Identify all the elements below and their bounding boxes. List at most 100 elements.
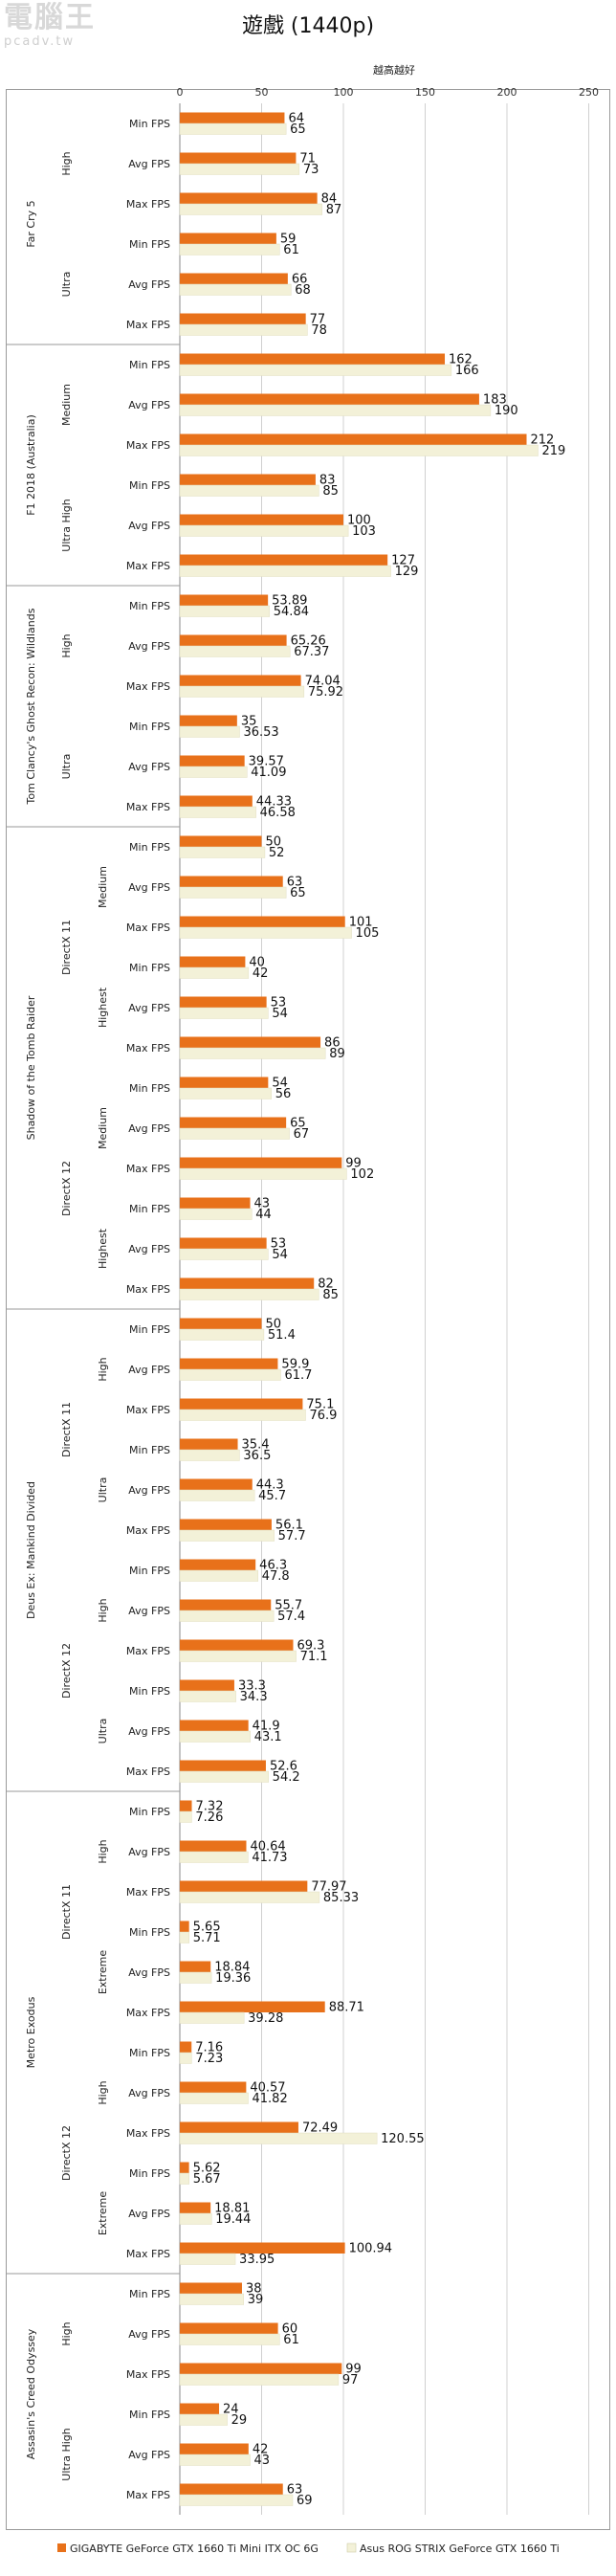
game-label: Far Cry 5 <box>25 200 37 247</box>
bar-asus <box>179 323 308 336</box>
data-label: 61 <box>283 243 299 257</box>
row-label: Max FPS <box>126 1283 170 1296</box>
bar-asus <box>179 283 292 296</box>
bar-gigabyte <box>180 1478 253 1490</box>
game-label: Shadow of the Tomb Raider <box>25 995 37 1140</box>
bar-asus <box>179 2172 189 2185</box>
data-label: 77.97 <box>311 1880 346 1895</box>
row-label: Min FPS <box>129 1685 170 1698</box>
bar-gigabyte <box>180 2403 220 2414</box>
bar-asus <box>179 1489 255 1501</box>
bar-asus <box>179 1208 253 1220</box>
bar-gigabyte <box>180 876 283 887</box>
row-label: Avg FPS <box>128 399 170 411</box>
data-label: 99 <box>345 2363 362 2377</box>
bar-gigabyte <box>180 1559 256 1570</box>
data-label: 7.16 <box>195 2041 223 2055</box>
row-label: Max FPS <box>126 680 170 693</box>
data-label: 129 <box>395 565 419 579</box>
bar-gigabyte <box>180 634 287 646</box>
row-label: Min FPS <box>129 1806 170 1818</box>
data-label: 101 <box>349 916 373 930</box>
data-label: 41.73 <box>252 1851 287 1865</box>
row-label: Min FPS <box>129 1203 170 1215</box>
data-label: 162 <box>449 353 473 367</box>
data-label: 34.3 <box>240 1690 268 1704</box>
row-label: Max FPS <box>126 560 170 572</box>
data-label: 18.84 <box>214 1961 250 1975</box>
row-label: Avg FPS <box>128 520 170 532</box>
preset-label: High <box>97 2080 109 2104</box>
data-label: 65 <box>290 122 306 137</box>
data-label: 74.04 <box>305 675 341 689</box>
row-label: Min FPS <box>129 359 170 371</box>
bar-gigabyte <box>180 1237 267 1249</box>
row-label: Max FPS <box>126 1886 170 1899</box>
data-label: 56.1 <box>275 1519 303 1533</box>
bar-gigabyte <box>180 2483 283 2495</box>
data-label: 76.9 <box>309 1409 337 1423</box>
data-label: 99 <box>345 1157 362 1171</box>
data-label: 57.4 <box>277 1610 305 1624</box>
data-label: 54 <box>272 1077 288 1091</box>
bar-asus <box>179 2092 249 2104</box>
data-label: 46.58 <box>260 806 296 820</box>
api-label: DirectX 11 <box>60 1884 73 1940</box>
data-label: 50 <box>266 835 282 850</box>
data-label: 83 <box>319 474 336 488</box>
row-label: Max FPS <box>126 1404 170 1416</box>
data-label: 212 <box>531 433 555 448</box>
data-label: 97 <box>342 2373 359 2387</box>
preset-label: Medium <box>97 866 109 908</box>
bar-asus <box>179 1529 275 1542</box>
row-label: Min FPS <box>129 1444 170 1456</box>
bar-asus <box>179 2253 236 2265</box>
api-label: DirectX 11 <box>60 1402 73 1457</box>
watermark-title: 電腦王 <box>4 1 96 34</box>
preset-label: Medium <box>60 384 73 426</box>
preset-label: Ultra High <box>60 2428 73 2480</box>
bar-asus <box>179 1931 190 1943</box>
bar-gigabyte <box>180 152 297 164</box>
bar-asus <box>179 2494 294 2506</box>
row-label: Avg FPS <box>128 881 170 894</box>
data-label: 52.6 <box>270 1760 297 1774</box>
data-label: 51.4 <box>268 1328 296 1343</box>
row-label: Max FPS <box>126 2368 170 2381</box>
data-label: 56 <box>275 1087 292 1101</box>
bar-asus <box>179 2413 228 2426</box>
data-label: 39.57 <box>249 755 284 769</box>
row-label: Min FPS <box>129 118 170 130</box>
data-label: 43.1 <box>254 1730 282 1744</box>
bar-gigabyte <box>180 1679 234 1691</box>
bar-asus <box>179 1087 273 1099</box>
x-tick-label: 150 <box>415 86 435 99</box>
row-label: Min FPS <box>129 600 170 612</box>
data-label: 59 <box>280 233 297 247</box>
preset-label: Ultra <box>60 272 73 298</box>
bar-asus <box>179 1891 320 1903</box>
preset-label: High <box>97 1598 109 1622</box>
preset-label: Ultra <box>97 1719 109 1744</box>
data-label: 120.55 <box>381 2132 425 2146</box>
preset-label: Ultra <box>97 1477 109 1503</box>
data-label: 42 <box>253 2443 269 2457</box>
row-label: Max FPS <box>126 1163 170 1175</box>
row-label: Avg FPS <box>128 2328 170 2341</box>
data-label: 183 <box>483 393 507 408</box>
data-label: 60 <box>282 2322 298 2337</box>
row-label: Max FPS <box>126 2007 170 2019</box>
data-label: 61 <box>283 2333 299 2347</box>
x-tick-label: 50 <box>255 86 269 99</box>
row-label: Max FPS <box>126 1765 170 1778</box>
bar-gigabyte <box>180 1036 321 1048</box>
bar-asus <box>179 645 291 657</box>
data-label: 7.23 <box>195 2052 223 2066</box>
data-label: 35.4 <box>242 1438 270 1453</box>
bar-gigabyte <box>180 1358 278 1369</box>
api-label: DirectX 11 <box>60 920 73 975</box>
data-label: 72.49 <box>302 2121 338 2136</box>
preset-label: High <box>60 151 73 175</box>
bar-asus <box>179 886 287 899</box>
data-label: 50 <box>266 1318 282 1332</box>
